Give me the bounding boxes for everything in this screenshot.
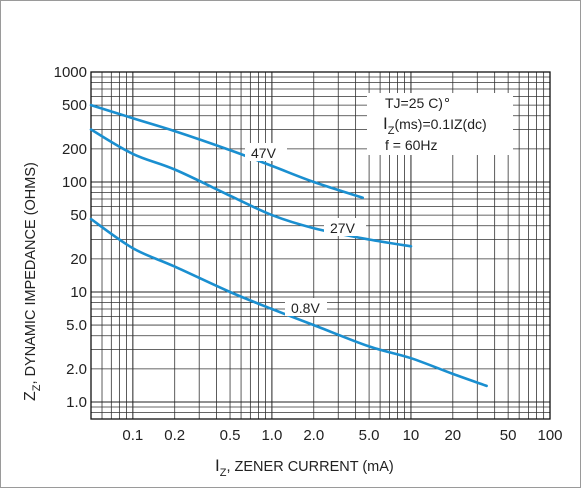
note-current-sub: Z — [388, 125, 395, 137]
label-0-8v-bg — [285, 298, 327, 316]
y-tick-label: 100 — [62, 174, 87, 191]
note-current-rest: (ms)=0.1IZ(dc) — [394, 116, 486, 132]
x-tick-label: 20 — [444, 427, 461, 444]
x-tick-label: 2.0 — [303, 427, 324, 444]
x-axis-title-rest: , ZENER CURRENT (mA) — [226, 459, 393, 475]
series-line — [89, 103, 364, 199]
y-tick-label: 10 — [70, 284, 87, 301]
note-temperature: TJ=25 C) — [385, 95, 443, 111]
conditions-note-box — [367, 93, 513, 155]
label-27v-bg — [324, 218, 366, 236]
x-tick-label: 5.0 — [359, 427, 380, 444]
x-axis-title-sub: Z — [220, 467, 227, 479]
grid — [90, 71, 551, 420]
x-axis-title: IZ, ZENER CURRENT (mA) — [215, 456, 394, 479]
x-tick-label: 10 — [403, 427, 420, 444]
x-tick-label: 50 — [500, 427, 517, 444]
note-frequency: f = 60Hz — [385, 137, 438, 153]
y-axis-title-sub: Z — [31, 384, 43, 391]
label-0-8v: 0.8V — [285, 298, 327, 316]
note-current-prefix: I — [383, 114, 388, 133]
labels: 0.1 0.2 0.5 1.0 2.0 5.0 10 20 50 100 1.0 2.0 5.0 10 20… — [54, 64, 563, 444]
y-tick-label: 50 — [70, 207, 87, 224]
conditions-note: TJ=25 C) IZ(ms)=0.1IZ(dc) f = 60Hz — [367, 93, 513, 155]
degree-symbol-icon — [444, 98, 449, 103]
y-axis-title-prefix: Z — [22, 391, 39, 401]
y-axis-title-rest: , DYNAMIC IMPEDANCE (OHMS) — [23, 162, 39, 384]
y-tick-label: 20 — [70, 251, 87, 268]
label-47v-text: 47V — [251, 145, 277, 161]
x-tick-label: 100 — [537, 427, 562, 444]
note-current-ratio: IZ(ms)=0.1IZ(dc) — [383, 114, 487, 137]
label-0-8v-text: 0.8V — [291, 300, 320, 316]
x-tick-label: 1.0 — [261, 427, 282, 444]
label-27v-text: 27V — [330, 220, 356, 236]
curves — [89, 103, 488, 388]
series-line — [89, 217, 488, 388]
y-tick-label: 1.0 — [66, 394, 87, 411]
y-tick-label: 200 — [62, 141, 87, 158]
label-47v: 47V — [245, 143, 287, 161]
plot-area-border — [90, 71, 551, 420]
y-tick-label: 2.0 — [66, 361, 87, 378]
series-line — [89, 128, 413, 248]
x-tick-label: 0.1 — [122, 427, 143, 444]
x-axis-title-prefix: I — [215, 456, 220, 475]
label-27v: 27V — [324, 218, 366, 236]
y-axis-title: ZZ, DYNAMIC IMPEDANCE (OHMS) — [22, 162, 43, 401]
y-tick-label: 5.0 — [66, 317, 87, 334]
x-tick-label: 0.2 — [164, 427, 185, 444]
y-tick-label: 500 — [62, 97, 87, 114]
x-tick-label: 0.5 — [220, 427, 241, 444]
label-47v-bg — [245, 143, 287, 161]
y-tick-label: 1000 — [54, 64, 87, 81]
